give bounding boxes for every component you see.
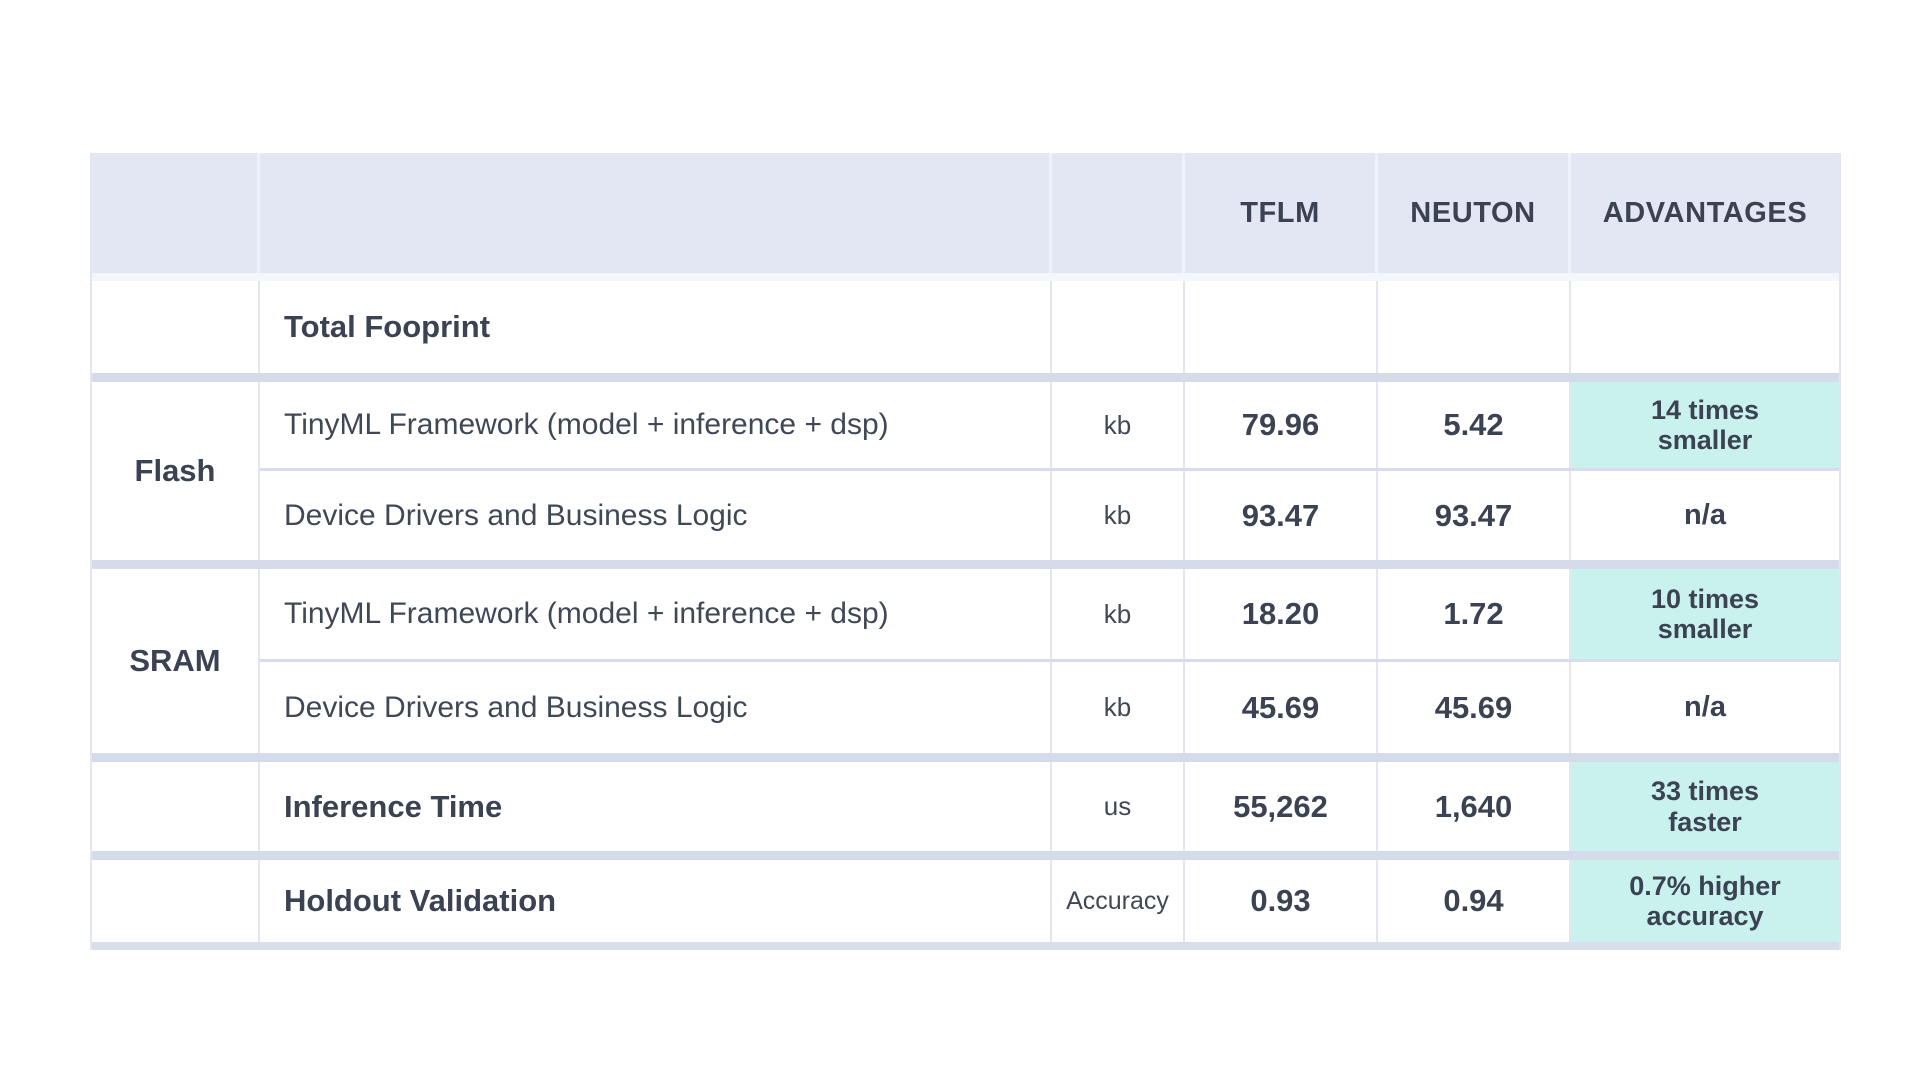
advantage-text-line2: faster (1668, 806, 1742, 837)
advantage-text-line1: 0.7% higher (1629, 870, 1781, 901)
flash-framework-tflm-value: 79.96 (1185, 382, 1378, 468)
flash-drivers-advantage-na: n/a (1571, 471, 1839, 560)
sram-framework-tflm-value: 18.20 (1185, 569, 1378, 659)
flash-framework-description: TinyML Framework (model + inference + ds… (260, 382, 1052, 468)
sram-drivers-tflm-value: 45.69 (1185, 662, 1378, 753)
sram-drivers-description: Device Drivers and Business Logic (260, 662, 1052, 753)
inference-time-label: Inference Time (260, 762, 1052, 851)
sram-drivers-advantage-na: n/a (1571, 662, 1839, 753)
header-cell-metric (260, 153, 1052, 273)
header-cell-tflm: TFLM (1185, 153, 1378, 273)
holdout-validation-unit: Accuracy (1052, 860, 1185, 942)
group-label-flash: Flash (92, 382, 260, 560)
total-footprint-unit-cell (1052, 281, 1185, 373)
holdout-validation-advantage-badge: 0.7% higher accuracy (1571, 860, 1839, 942)
advantage-text-line2: smaller (1657, 425, 1753, 455)
header-cell-unit (1052, 153, 1185, 273)
total-footprint-neuton-cell (1378, 281, 1571, 373)
inference-time-group-cell (92, 762, 260, 851)
flash-drivers-description: Device Drivers and Business Logic (260, 471, 1052, 560)
section-divider (92, 753, 1839, 762)
flash-framework-neuton-value: 5.42 (1378, 382, 1571, 468)
total-footprint-tflm-cell (1185, 281, 1378, 373)
inference-time-advantage-badge: 33 times faster (1571, 762, 1839, 851)
row-divider-thin (260, 468, 1839, 471)
section-divider (92, 851, 1839, 860)
total-footprint-advantage-cell (1571, 281, 1839, 373)
header-cell-group (92, 153, 260, 273)
advantage-text-line1: 33 times (1650, 776, 1760, 807)
sram-drivers-neuton-value: 45.69 (1378, 662, 1571, 753)
row-divider-thin (260, 659, 1839, 662)
advantage-text-line1: 14 times (1650, 394, 1760, 425)
sram-drivers-unit: kb (1052, 662, 1185, 753)
total-footprint-group-cell (92, 281, 260, 373)
sram-framework-unit: kb (1052, 569, 1185, 659)
flash-framework-unit: kb (1052, 382, 1185, 468)
flash-drivers-tflm-value: 93.47 (1185, 471, 1378, 560)
flash-framework-advantage-badge: 14 times smaller (1571, 382, 1839, 468)
advantage-text-line2: accuracy (1646, 901, 1764, 931)
comparison-table: TFLM NEUTON ADVANTAGES Total Fooprint Fl… (90, 153, 1841, 950)
header-cell-neuton: NEUTON (1378, 153, 1571, 273)
flash-drivers-unit: kb (1052, 471, 1185, 560)
header-cell-advantages: ADVANTAGES (1571, 153, 1839, 273)
header-underline (92, 273, 1839, 281)
advantage-text-line2: smaller (1657, 614, 1753, 644)
sram-framework-description: TinyML Framework (model + inference + ds… (260, 569, 1052, 659)
section-divider (92, 373, 1839, 382)
total-footprint-label: Total Fooprint (260, 281, 1052, 373)
table-bottom-band (92, 942, 1839, 950)
holdout-validation-label: Holdout Validation (260, 860, 1052, 942)
sram-framework-advantage-badge: 10 times smaller (1571, 569, 1839, 659)
section-divider (92, 560, 1839, 569)
flash-drivers-neuton-value: 93.47 (1378, 471, 1571, 560)
holdout-validation-tflm-value: 0.93 (1185, 860, 1378, 942)
inference-time-unit: us (1052, 762, 1185, 851)
inference-time-neuton-value: 1,640 (1378, 762, 1571, 851)
holdout-validation-neuton-value: 0.94 (1378, 860, 1571, 942)
advantage-text-line1: 10 times (1650, 583, 1760, 614)
sram-framework-neuton-value: 1.72 (1378, 569, 1571, 659)
holdout-validation-group-cell (92, 860, 260, 942)
group-label-sram: SRAM (92, 569, 260, 753)
inference-time-tflm-value: 55,262 (1185, 762, 1378, 851)
